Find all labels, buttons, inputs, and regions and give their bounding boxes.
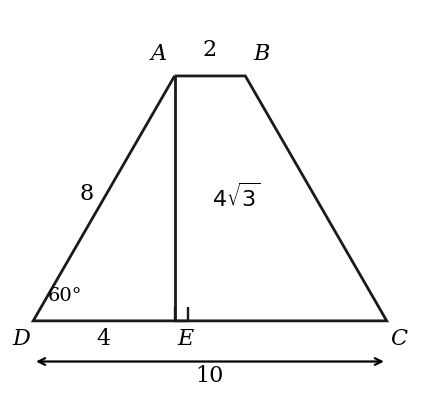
Text: $4\sqrt{3}$: $4\sqrt{3}$ — [211, 183, 260, 211]
Text: 10: 10 — [195, 365, 224, 387]
Text: 2: 2 — [202, 39, 216, 62]
Text: E: E — [177, 328, 193, 349]
Text: 60°: 60° — [48, 287, 82, 305]
Text: D: D — [12, 328, 30, 349]
Text: B: B — [253, 43, 269, 65]
Text: A: A — [150, 43, 167, 65]
Text: 8: 8 — [79, 183, 93, 204]
Text: C: C — [390, 328, 407, 349]
Text: 4: 4 — [97, 328, 111, 349]
